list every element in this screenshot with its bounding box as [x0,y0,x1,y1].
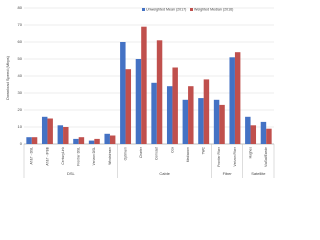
legend-swatch [142,8,145,11]
legend-swatch [190,8,193,11]
group-label: Satellite [251,171,266,176]
bar [172,67,178,144]
bar [78,137,85,144]
y-tick-label: 60 [18,39,23,44]
bar [120,42,126,144]
x-tick-label: AT&T - IPBB [45,146,49,165]
bar [57,125,64,144]
bar [47,118,53,144]
x-tick-label: Verizon DSL [92,147,96,165]
bar [135,59,142,144]
bar [182,99,189,144]
bar [245,116,251,144]
y-tick-label: 70 [18,22,23,27]
bar [156,40,163,144]
bar [109,135,116,144]
bar [26,137,32,144]
bar [203,79,210,144]
bar [94,138,100,144]
x-tick-label: Mediacom [186,147,190,162]
bar [151,82,157,144]
y-tick-label: 10 [18,124,23,129]
y-tick-label: 80 [18,5,23,10]
x-tick-label: ViaSat/Exede [264,147,268,167]
x-tick-label: Cox [170,147,174,153]
group-label: Cable [159,171,170,176]
bar [234,52,241,145]
x-tick-label: AT&T - DSL [30,147,34,165]
bar [88,140,95,144]
bar [213,99,220,144]
x-tick-label: Comcast [155,147,159,160]
bar [260,121,267,144]
legend-label: Weighted Median (2016) [194,8,233,12]
x-tick-label: Hughes [248,147,252,159]
y-tick-label: 20 [18,107,23,112]
x-tick-label: Windstream [108,147,112,165]
bar [229,57,235,144]
group-label: DSL [67,171,76,176]
bar [41,116,48,144]
x-tick-label: TWC [202,146,206,154]
bar [198,98,204,144]
bar [188,86,194,144]
x-tick-label: Verizon Fiber [233,146,237,166]
legend-label: Unweighted Mean (2017) [146,8,186,12]
x-tick-label: CenturyLink [61,147,65,165]
bar [63,127,69,144]
bar [266,128,272,144]
x-tick-label: Frontier DSL [77,147,81,166]
y-tick-label: 0 [20,141,23,146]
bar [104,133,110,144]
chart: Download Speed (Mbps) 0 10 20 30 40 50 60 70 80 A… [5,5,275,178]
y-tick-label: 30 [18,90,23,95]
x-tick-label: Optimum [123,147,127,161]
group-label: Fiber [223,171,233,176]
bar [73,138,79,144]
bar [31,137,38,144]
bar [125,69,132,144]
y-tick-label: 40 [18,73,23,78]
bar [141,26,147,145]
x-tick-label: Frontier Fiber [217,146,221,167]
bar [166,86,173,144]
bar [219,104,225,144]
bar [250,125,257,144]
y-tick-label: 50 [18,56,23,61]
x-tick-label: Charter [139,146,143,158]
y-axis-label: Download Speed (Mbps) [5,55,10,100]
